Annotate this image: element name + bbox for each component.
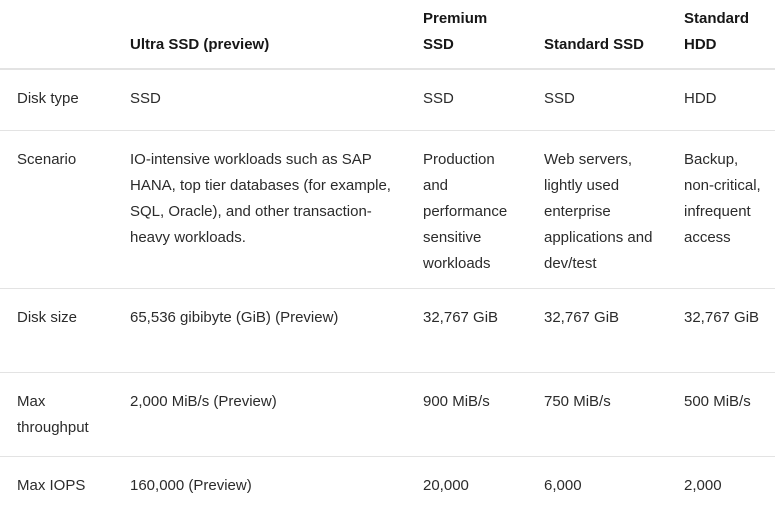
- table-cell: IO-intensive workloads such as SAP HANA,…: [113, 130, 406, 289]
- row-label: Max IOPS: [17, 476, 86, 494]
- header-ultra-ssd: Ultra SSD (preview): [113, 0, 406, 70]
- table-row: Scenario IO-intensive workloads such as …: [0, 130, 775, 289]
- row-label: Max throughput: [0, 372, 113, 457]
- table-cell: 750 MiB/s: [527, 372, 667, 457]
- table-cell: SSD: [113, 69, 406, 131]
- table-row: Max IOPS 160,000 (Preview) 20,000 6,000 …: [0, 456, 775, 506]
- table-cell: SSD: [527, 69, 667, 131]
- table-row: Disk size 65,536 gibibyte (GiB) (Preview…: [0, 288, 775, 373]
- header-standard-ssd: Standard SSD: [527, 0, 667, 70]
- table-cell: 900 MiB/s: [406, 372, 527, 457]
- table-cell: SSD: [406, 69, 527, 131]
- header-standard-hdd: Standard HDD: [667, 0, 775, 70]
- row-label: Disk type: [0, 69, 113, 131]
- table-cell: 32,767 GiB: [527, 288, 667, 373]
- table-cell: 32,767 GiB: [667, 288, 775, 373]
- header-empty: [0, 0, 113, 70]
- header-row: Ultra SSD (preview) Premium SSD Standard…: [0, 0, 775, 70]
- table-cell: Production and performance sensitive wor…: [406, 130, 527, 289]
- table-cell: Web servers, lightly used enterprise app…: [527, 130, 667, 289]
- table-cell: 500 MiB/s: [667, 372, 775, 457]
- table-row: Max throughput 2,000 MiB/s (Preview) 900…: [0, 372, 775, 457]
- table-cell: 65,536 gibibyte (GiB) (Preview): [113, 288, 406, 373]
- table-cell: 2,000: [684, 476, 722, 494]
- header-premium-ssd: Premium SSD: [406, 0, 527, 70]
- table-row: Disk type SSD SSD SSD HDD: [0, 69, 775, 131]
- table-cell: 32,767 GiB: [406, 288, 527, 373]
- table-cell: 160,000 (Preview): [130, 476, 252, 494]
- table-cell: 2,000 MiB/s (Preview): [113, 372, 406, 457]
- table-cell: 6,000: [544, 476, 582, 494]
- row-label: Scenario: [0, 130, 113, 289]
- row-label: Disk size: [0, 288, 113, 373]
- table-cell: Backup, non-critical, infrequent access: [667, 130, 775, 289]
- table-cell: 20,000: [423, 476, 469, 494]
- table-cell: HDD: [667, 69, 775, 131]
